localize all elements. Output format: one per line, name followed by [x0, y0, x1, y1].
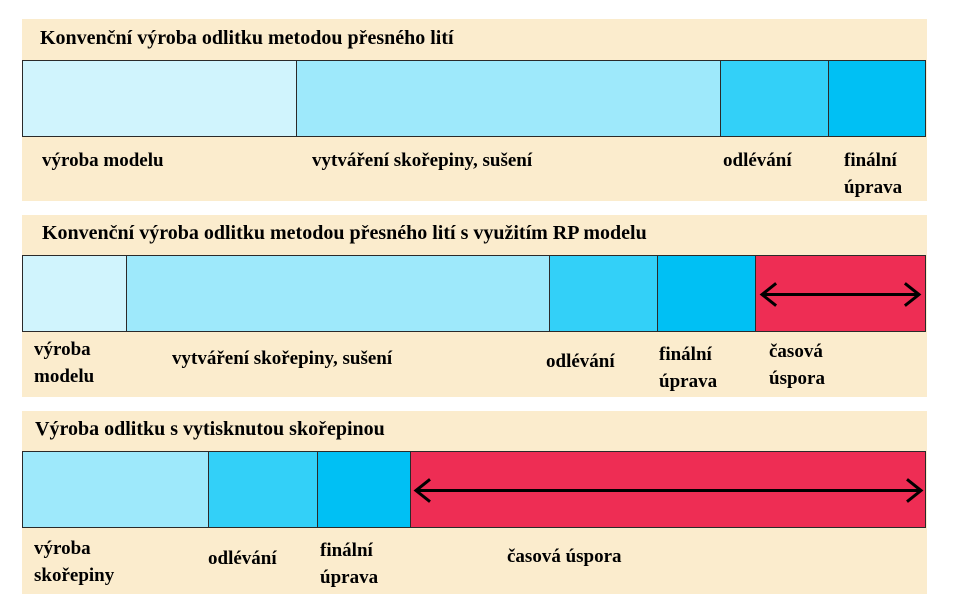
row-1-label-casting: odlévání — [723, 150, 792, 171]
row-1-title: Konvenční výroba odlitku metodou přesnéh… — [40, 27, 454, 49]
row-1-segment-shell — [297, 61, 721, 136]
row-2-segment-casting — [550, 256, 658, 331]
row-3-label-shell-printing: výroba skořepiny — [34, 538, 115, 586]
row-2-segment-time-saving — [756, 256, 925, 331]
row-1-label-finishing: finální úprava — [844, 150, 903, 198]
row-3-label-time-saving: časová úspora — [507, 546, 622, 567]
row-3-label-finishing: finální úprava — [320, 540, 379, 588]
double-arrow-icon — [759, 282, 922, 307]
row-2-title: Konvenční výroba odlitku metodou přesnéh… — [42, 222, 647, 244]
row-3-title: Výroba odlitku s vytisknutou skořepinou — [35, 418, 385, 440]
row-1-label-shell: vytváření skořepiny, sušení — [312, 150, 533, 171]
row-2-segment-shell — [127, 256, 550, 331]
row-2-segment-finishing — [658, 256, 756, 331]
row-3-segment-shell-printing — [23, 452, 209, 527]
row-3-segment-finishing — [318, 452, 411, 527]
row-3-segment-casting — [209, 452, 318, 527]
row-2-bar — [22, 255, 926, 332]
row-3-segment-time-saving — [411, 452, 925, 527]
row-1-segment-finishing — [829, 61, 925, 136]
row-2-label-shell: vytváření skořepiny, sušení — [172, 348, 393, 369]
row-1-segment-casting — [721, 61, 829, 136]
row-2-segment-model — [23, 256, 127, 331]
row-1-label-model: výroba modelu — [42, 150, 164, 171]
row-2-label-model: výroba modelu — [34, 339, 95, 387]
row-3-bar — [22, 451, 926, 528]
row-1-bar — [22, 60, 926, 137]
double-arrow-icon — [413, 478, 924, 503]
row-3-label-casting: odlévání — [208, 548, 277, 569]
row-2-label-time-saving: časová úspora — [769, 341, 825, 389]
row-2-label-finishing: finální úprava — [659, 344, 718, 392]
row-1-segment-model — [23, 61, 297, 136]
row-2-label-casting: odlévání — [546, 351, 615, 372]
